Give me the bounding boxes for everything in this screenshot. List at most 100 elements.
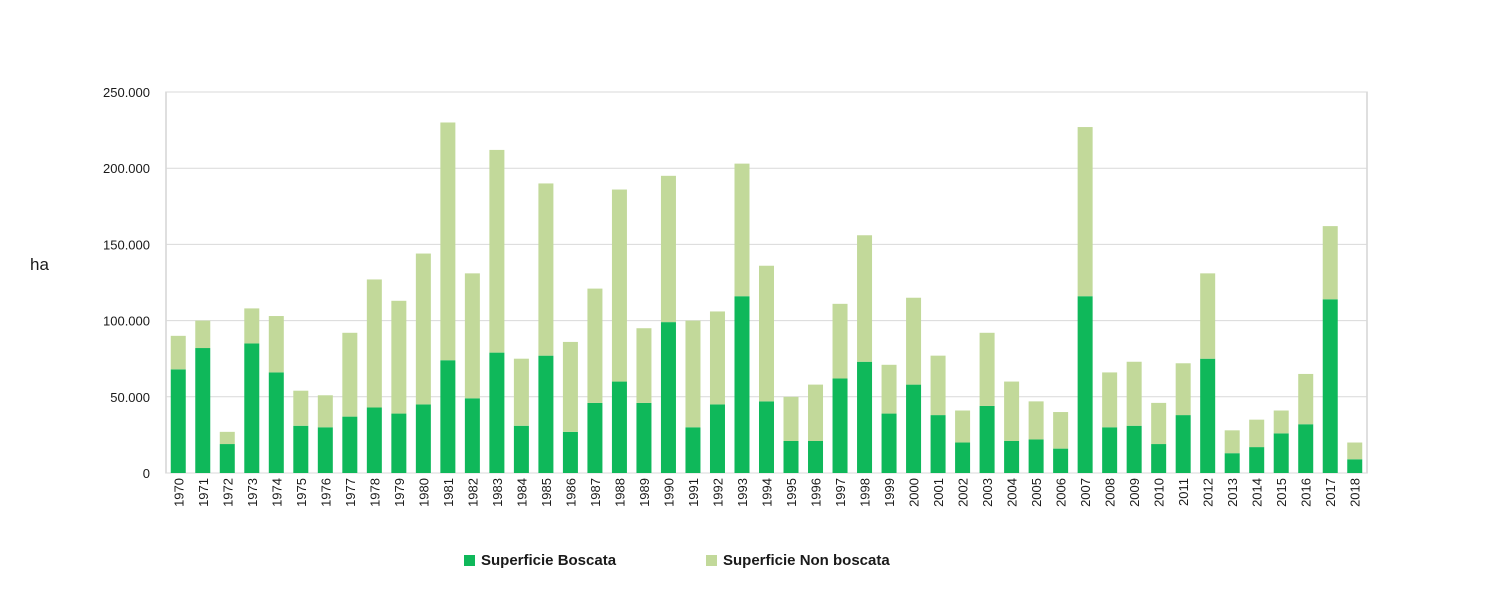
x-tick-label: 2012 bbox=[1201, 478, 1216, 507]
bar-boscata bbox=[857, 361, 873, 473]
legend-label-non-boscata: Superficie Non boscata bbox=[723, 552, 890, 569]
bar-boscata bbox=[440, 360, 456, 473]
x-tick-label: 1975 bbox=[294, 478, 309, 507]
bar-non-boscata bbox=[783, 396, 799, 441]
bar-non-boscata bbox=[1322, 226, 1338, 300]
x-tick-label: 1986 bbox=[563, 478, 578, 507]
bar-non-boscata bbox=[513, 358, 529, 426]
bar-boscata bbox=[170, 369, 186, 473]
x-tick-label: 1992 bbox=[710, 478, 725, 507]
bar-boscata bbox=[342, 416, 358, 473]
bar-non-boscata bbox=[1028, 401, 1044, 440]
x-tick-label: 2010 bbox=[1152, 478, 1167, 507]
bar-non-boscata bbox=[857, 235, 873, 362]
y-axis-label: ha bbox=[30, 255, 49, 274]
x-tick-label: 1997 bbox=[833, 478, 848, 507]
x-tick-label: 1970 bbox=[171, 478, 186, 507]
bar-non-boscata bbox=[342, 332, 358, 417]
bar-non-boscata bbox=[219, 431, 235, 445]
x-tick-label: 1999 bbox=[882, 478, 897, 507]
y-tick-label: 100.000 bbox=[103, 314, 150, 329]
bar-boscata bbox=[734, 296, 750, 473]
bar-non-boscata bbox=[611, 189, 627, 382]
x-tick-label: 1982 bbox=[465, 478, 480, 507]
bar-boscata bbox=[906, 384, 922, 473]
bar-boscata bbox=[1053, 448, 1069, 473]
bar-boscata bbox=[1249, 447, 1265, 473]
bar-boscata bbox=[1126, 425, 1142, 473]
x-tick-label: 2001 bbox=[931, 478, 946, 507]
bar-boscata bbox=[538, 355, 554, 473]
y-tick-label: 150.000 bbox=[103, 237, 150, 252]
bar-boscata bbox=[709, 404, 725, 473]
bar-boscata bbox=[1028, 439, 1044, 473]
bar-non-boscata bbox=[1273, 410, 1289, 434]
bar-non-boscata bbox=[1200, 273, 1216, 359]
bar-boscata bbox=[1347, 459, 1363, 473]
y-tick-label: 250.000 bbox=[103, 85, 150, 100]
bar-non-boscata bbox=[832, 303, 848, 379]
legend-item-non-boscata: Superficie Non boscata bbox=[706, 552, 890, 569]
bar-non-boscata bbox=[317, 395, 333, 428]
x-tick-label: 1991 bbox=[686, 478, 701, 507]
x-tick-label: 1976 bbox=[318, 478, 333, 507]
bar-non-boscata bbox=[562, 341, 578, 432]
bar-boscata bbox=[685, 427, 701, 473]
x-tick-label: 2016 bbox=[1299, 478, 1314, 507]
bar-non-boscata bbox=[930, 355, 946, 416]
x-tick-label: 1971 bbox=[196, 478, 211, 507]
x-tick-label: 2013 bbox=[1225, 478, 1240, 507]
x-tick-label: 2015 bbox=[1274, 478, 1289, 507]
x-tick-label: 1996 bbox=[809, 478, 824, 507]
x-tick-label: 2011 bbox=[1176, 478, 1191, 506]
bar-boscata bbox=[979, 405, 995, 473]
x-tick-label: 2002 bbox=[956, 478, 971, 507]
bar-non-boscata bbox=[587, 288, 603, 403]
bar-boscata bbox=[317, 427, 333, 473]
x-tick-label: 1974 bbox=[269, 478, 284, 507]
bar-boscata bbox=[1322, 299, 1338, 473]
x-tick-label: 2009 bbox=[1127, 478, 1142, 507]
bar-boscata bbox=[1175, 415, 1191, 473]
bar-boscata bbox=[587, 402, 603, 473]
x-tick-label: 1983 bbox=[490, 478, 505, 507]
bar-boscata bbox=[1298, 424, 1314, 473]
bar-boscata bbox=[513, 425, 529, 473]
legend-label-boscata: Superficie Boscata bbox=[481, 552, 617, 569]
bar-boscata bbox=[293, 425, 309, 473]
bar-boscata bbox=[489, 352, 505, 473]
x-tick-label: 2017 bbox=[1323, 478, 1338, 507]
x-tick-label: 1987 bbox=[588, 478, 603, 507]
y-tick-label: 0 bbox=[143, 466, 150, 481]
x-tick-label: 1977 bbox=[343, 478, 358, 507]
bar-non-boscata bbox=[1004, 381, 1020, 441]
x-tick-label: 1985 bbox=[539, 478, 554, 507]
x-tick-label: 1980 bbox=[416, 478, 431, 507]
bar-non-boscata bbox=[1126, 361, 1142, 426]
x-tick-label: 1995 bbox=[784, 478, 799, 507]
x-tick-label: 2018 bbox=[1348, 478, 1363, 507]
bar-non-boscata bbox=[1175, 363, 1191, 416]
x-tick-label: 2014 bbox=[1250, 478, 1265, 507]
bar-non-boscata bbox=[1249, 419, 1265, 448]
bar-non-boscata bbox=[415, 253, 431, 405]
x-tick-label: 1994 bbox=[760, 478, 775, 507]
bar-non-boscata bbox=[440, 122, 456, 361]
x-tick-label: 1993 bbox=[735, 478, 750, 507]
x-tick-label: 2000 bbox=[907, 478, 922, 507]
bar-non-boscata bbox=[1077, 127, 1093, 297]
x-tick-label: 2005 bbox=[1029, 478, 1044, 507]
bar-non-boscata bbox=[538, 183, 554, 356]
bar-non-boscata bbox=[1102, 372, 1118, 428]
bar-non-boscata bbox=[979, 332, 995, 406]
legend-swatch-non-boscata bbox=[706, 555, 717, 566]
bar-non-boscata bbox=[293, 390, 309, 426]
x-tick-label: 1989 bbox=[637, 478, 652, 507]
bar-non-boscata bbox=[685, 320, 701, 428]
x-tick-label: 1973 bbox=[245, 478, 260, 507]
bar-non-boscata bbox=[268, 316, 284, 373]
bar-non-boscata bbox=[464, 273, 480, 399]
bar-boscata bbox=[881, 413, 897, 473]
bar-non-boscata bbox=[1347, 442, 1363, 460]
